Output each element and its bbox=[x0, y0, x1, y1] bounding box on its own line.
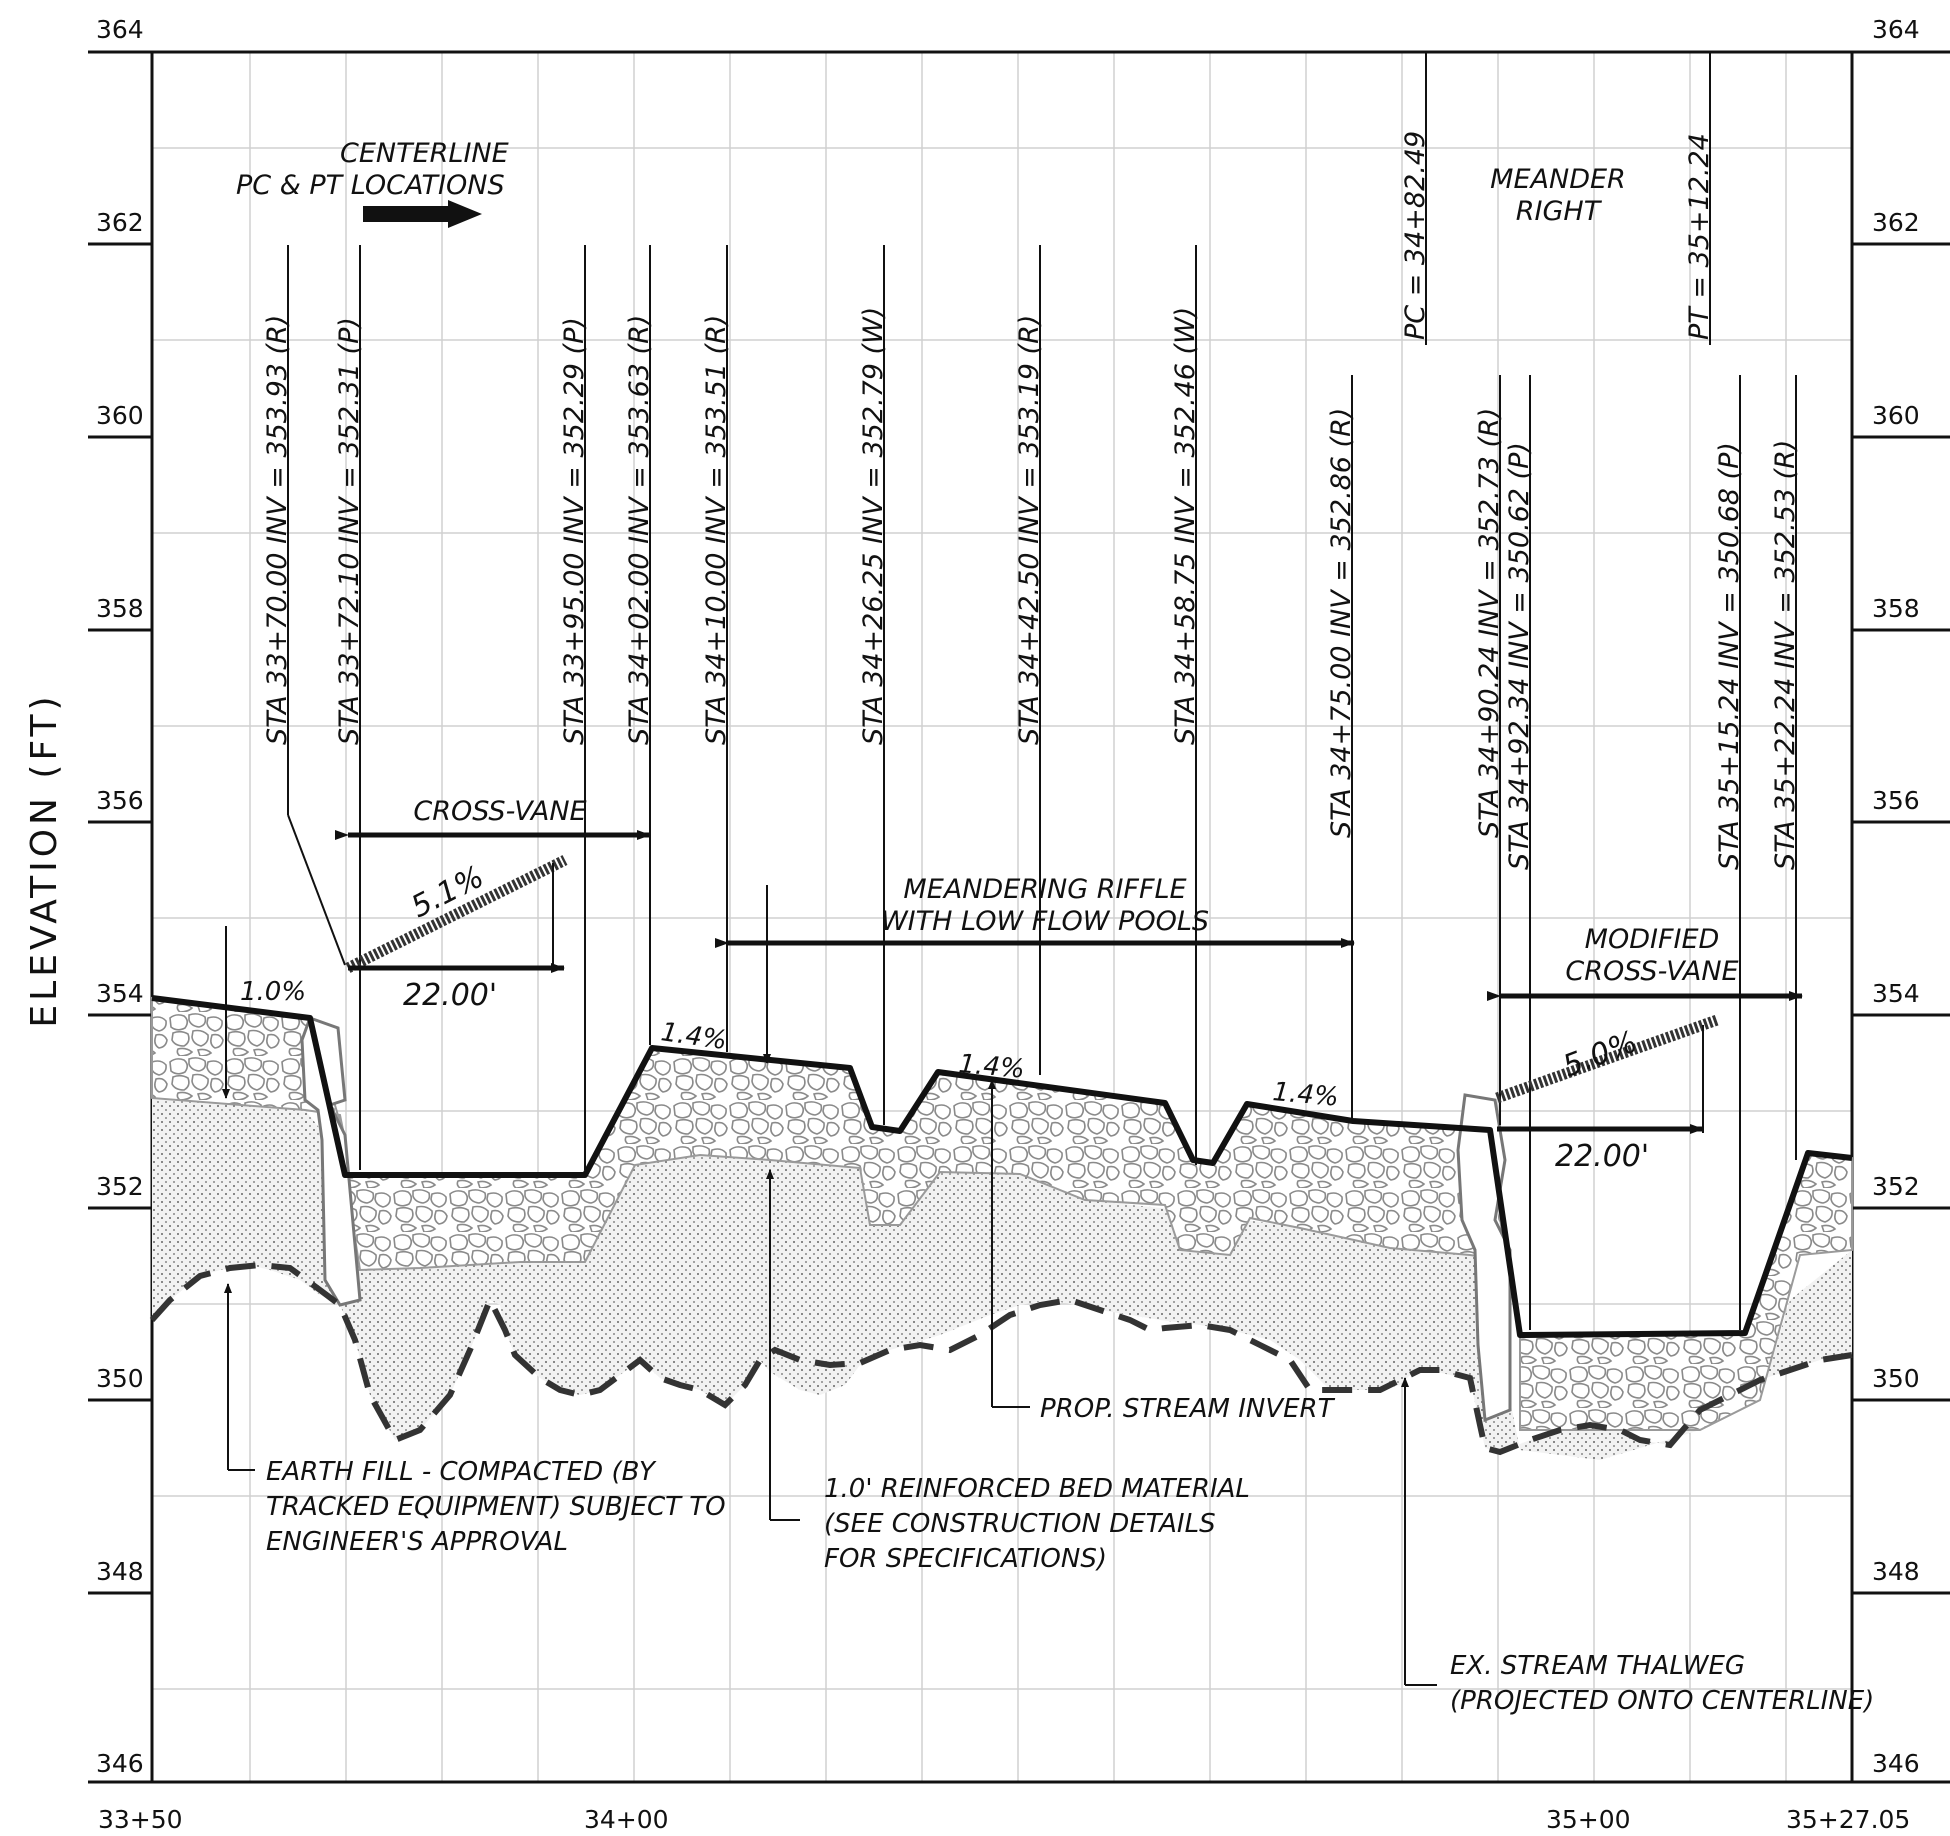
modified-cross-vane-label: CROSS-VANE bbox=[1565, 956, 1738, 987]
station-callout-11: STA 34+92.34 INV = 350.62 (P) bbox=[1504, 442, 1535, 870]
station-callouts: STA 33+70.00 INV = 353.93 (R) STA 33+72.… bbox=[262, 131, 1801, 870]
y-tick-label: 348 bbox=[96, 1557, 144, 1586]
y-axis-title: ELEVATION (FT) bbox=[24, 692, 65, 1027]
station-leaders bbox=[287, 52, 1797, 1330]
y-tick-label: 356 bbox=[96, 786, 144, 815]
station-callout-9: STA 34+75.00 INV = 352.86 (R) bbox=[1326, 408, 1357, 838]
cross-vane-length-label: 22.00' bbox=[403, 978, 497, 1013]
station-callout-1: STA 33+70.00 INV = 353.93 (R) bbox=[262, 315, 293, 745]
thalweg-note-line-1: EX. STREAM THALWEG bbox=[1450, 1651, 1745, 1681]
y-tick-label: 356 bbox=[1872, 786, 1920, 815]
modified-cross-vane-length-label: 22.00' bbox=[1555, 1139, 1649, 1174]
station-callout-7: STA 34+42.50 INV = 353.19 (R) bbox=[1014, 315, 1045, 745]
y-tick-label: 358 bbox=[96, 594, 144, 623]
meander-label: MEANDER bbox=[1490, 164, 1626, 195]
station-callout-3: STA 33+95.00 INV = 352.29 (P) bbox=[559, 317, 590, 745]
x-axis: 33+50 34+00 35+00 35+27.05 bbox=[98, 1805, 1910, 1834]
stream-invert-note: PROP. STREAM INVERT bbox=[1040, 1394, 1336, 1424]
station-callout-13: STA 35+22.24 INV = 352.53 (R) bbox=[1770, 440, 1801, 870]
bed-material-note-line-2: (SEE CONSTRUCTION DETAILS bbox=[824, 1509, 1216, 1539]
earth-fill-note-line-3: ENGINEER'S APPROVAL bbox=[266, 1527, 568, 1557]
grade-label: 1.4% bbox=[957, 1049, 1025, 1085]
y-tick-label: 364 bbox=[1872, 15, 1920, 44]
grid bbox=[152, 52, 1852, 1782]
modified-cross-vane-slope-label: 5.0% bbox=[1558, 1024, 1642, 1084]
y-tick-label: 350 bbox=[96, 1364, 144, 1393]
y-tick-label: 354 bbox=[1872, 979, 1920, 1008]
y-tick-label: 362 bbox=[96, 208, 144, 237]
earth-fill-note-line-1: EARTH FILL - COMPACTED (BY bbox=[266, 1457, 657, 1487]
thalweg-note-line-2: (PROJECTED ONTO CENTERLINE) bbox=[1450, 1686, 1874, 1716]
cross-vane-slope-line bbox=[345, 855, 568, 973]
modified-cross-vane-slope-line bbox=[1495, 1014, 1719, 1104]
station-callout-4: STA 34+02.00 INV = 353.63 (R) bbox=[624, 315, 655, 745]
grade-label: 1.4% bbox=[1271, 1077, 1339, 1113]
station-callout-12: STA 35+15.24 INV = 350.68 (P) bbox=[1714, 442, 1745, 870]
x-tick-label: 35+00 bbox=[1546, 1805, 1631, 1834]
y-tick-label: 348 bbox=[1872, 1557, 1920, 1586]
proposed-stream-invert-line bbox=[151, 995, 1853, 1338]
grade-label: 1.0% bbox=[240, 977, 306, 1007]
pt-callout: PT = 35+12.24 bbox=[1684, 133, 1715, 340]
centerline-label: CENTERLINE bbox=[340, 138, 509, 169]
station-callout-10: STA 34+90.24 INV = 352.73 (R) bbox=[1474, 408, 1505, 838]
bed-material-note-line-3: FOR SPECIFICATIONS) bbox=[824, 1544, 1107, 1574]
station-callout-6: STA 34+26.25 INV = 352.79 (W) bbox=[858, 307, 889, 745]
bed-material-note-line-1: 1.0' REINFORCED BED MATERIAL bbox=[824, 1474, 1250, 1504]
y-tick-label: 358 bbox=[1872, 594, 1920, 623]
frame bbox=[88, 50, 1950, 1784]
y-tick-label: 360 bbox=[1872, 401, 1920, 430]
station-callout-2: STA 33+72.10 INV = 352.31 (P) bbox=[334, 317, 365, 745]
y-axis-right: 364 362 360 358 356 354 352 350 348 346 bbox=[1872, 15, 1920, 1778]
y-tick-label: 364 bbox=[96, 15, 144, 44]
station-callout-5: STA 34+10.00 INV = 353.51 (R) bbox=[701, 315, 732, 745]
existing-thalweg-line bbox=[149, 1261, 1853, 1456]
x-tick-label: 35+27.05 bbox=[1786, 1805, 1910, 1834]
y-tick-label: 354 bbox=[96, 979, 144, 1008]
y-tick-label: 350 bbox=[1872, 1364, 1920, 1393]
y-tick-label: 360 bbox=[96, 401, 144, 430]
y-tick-label: 362 bbox=[1872, 208, 1920, 237]
low-flow-pools-label: WITH LOW FLOW POOLS bbox=[881, 906, 1209, 937]
pc-pt-locations-label: PC & PT LOCATIONS bbox=[236, 170, 505, 201]
x-tick-label: 34+00 bbox=[584, 1805, 669, 1834]
cross-vane-label: CROSS-VANE bbox=[413, 796, 586, 827]
y-tick-label: 346 bbox=[96, 1749, 144, 1778]
meandering-riffle-label: MEANDERING RIFFLE bbox=[903, 874, 1186, 905]
x-tick-label: 33+50 bbox=[98, 1805, 183, 1834]
y-tick-label: 352 bbox=[1872, 1172, 1920, 1201]
meander-right-label: RIGHT bbox=[1516, 196, 1603, 227]
modified-label: MODIFIED bbox=[1585, 924, 1720, 955]
boulder-upstream bbox=[300, 1016, 362, 1307]
earth-fill-note-line-2: TRACKED EQUIPMENT) SUBJECT TO bbox=[266, 1492, 726, 1522]
y-tick-label: 352 bbox=[96, 1172, 144, 1201]
direction-arrow-icon bbox=[363, 200, 482, 228]
y-axis-left: 364 362 360 358 356 354 352 350 348 346 bbox=[96, 15, 144, 1778]
pc-callout: PC = 34+82.49 bbox=[1400, 131, 1431, 340]
station-callout-8: STA 34+58.75 INV = 352.46 (W) bbox=[1170, 307, 1201, 745]
y-tick-label: 346 bbox=[1872, 1749, 1920, 1778]
